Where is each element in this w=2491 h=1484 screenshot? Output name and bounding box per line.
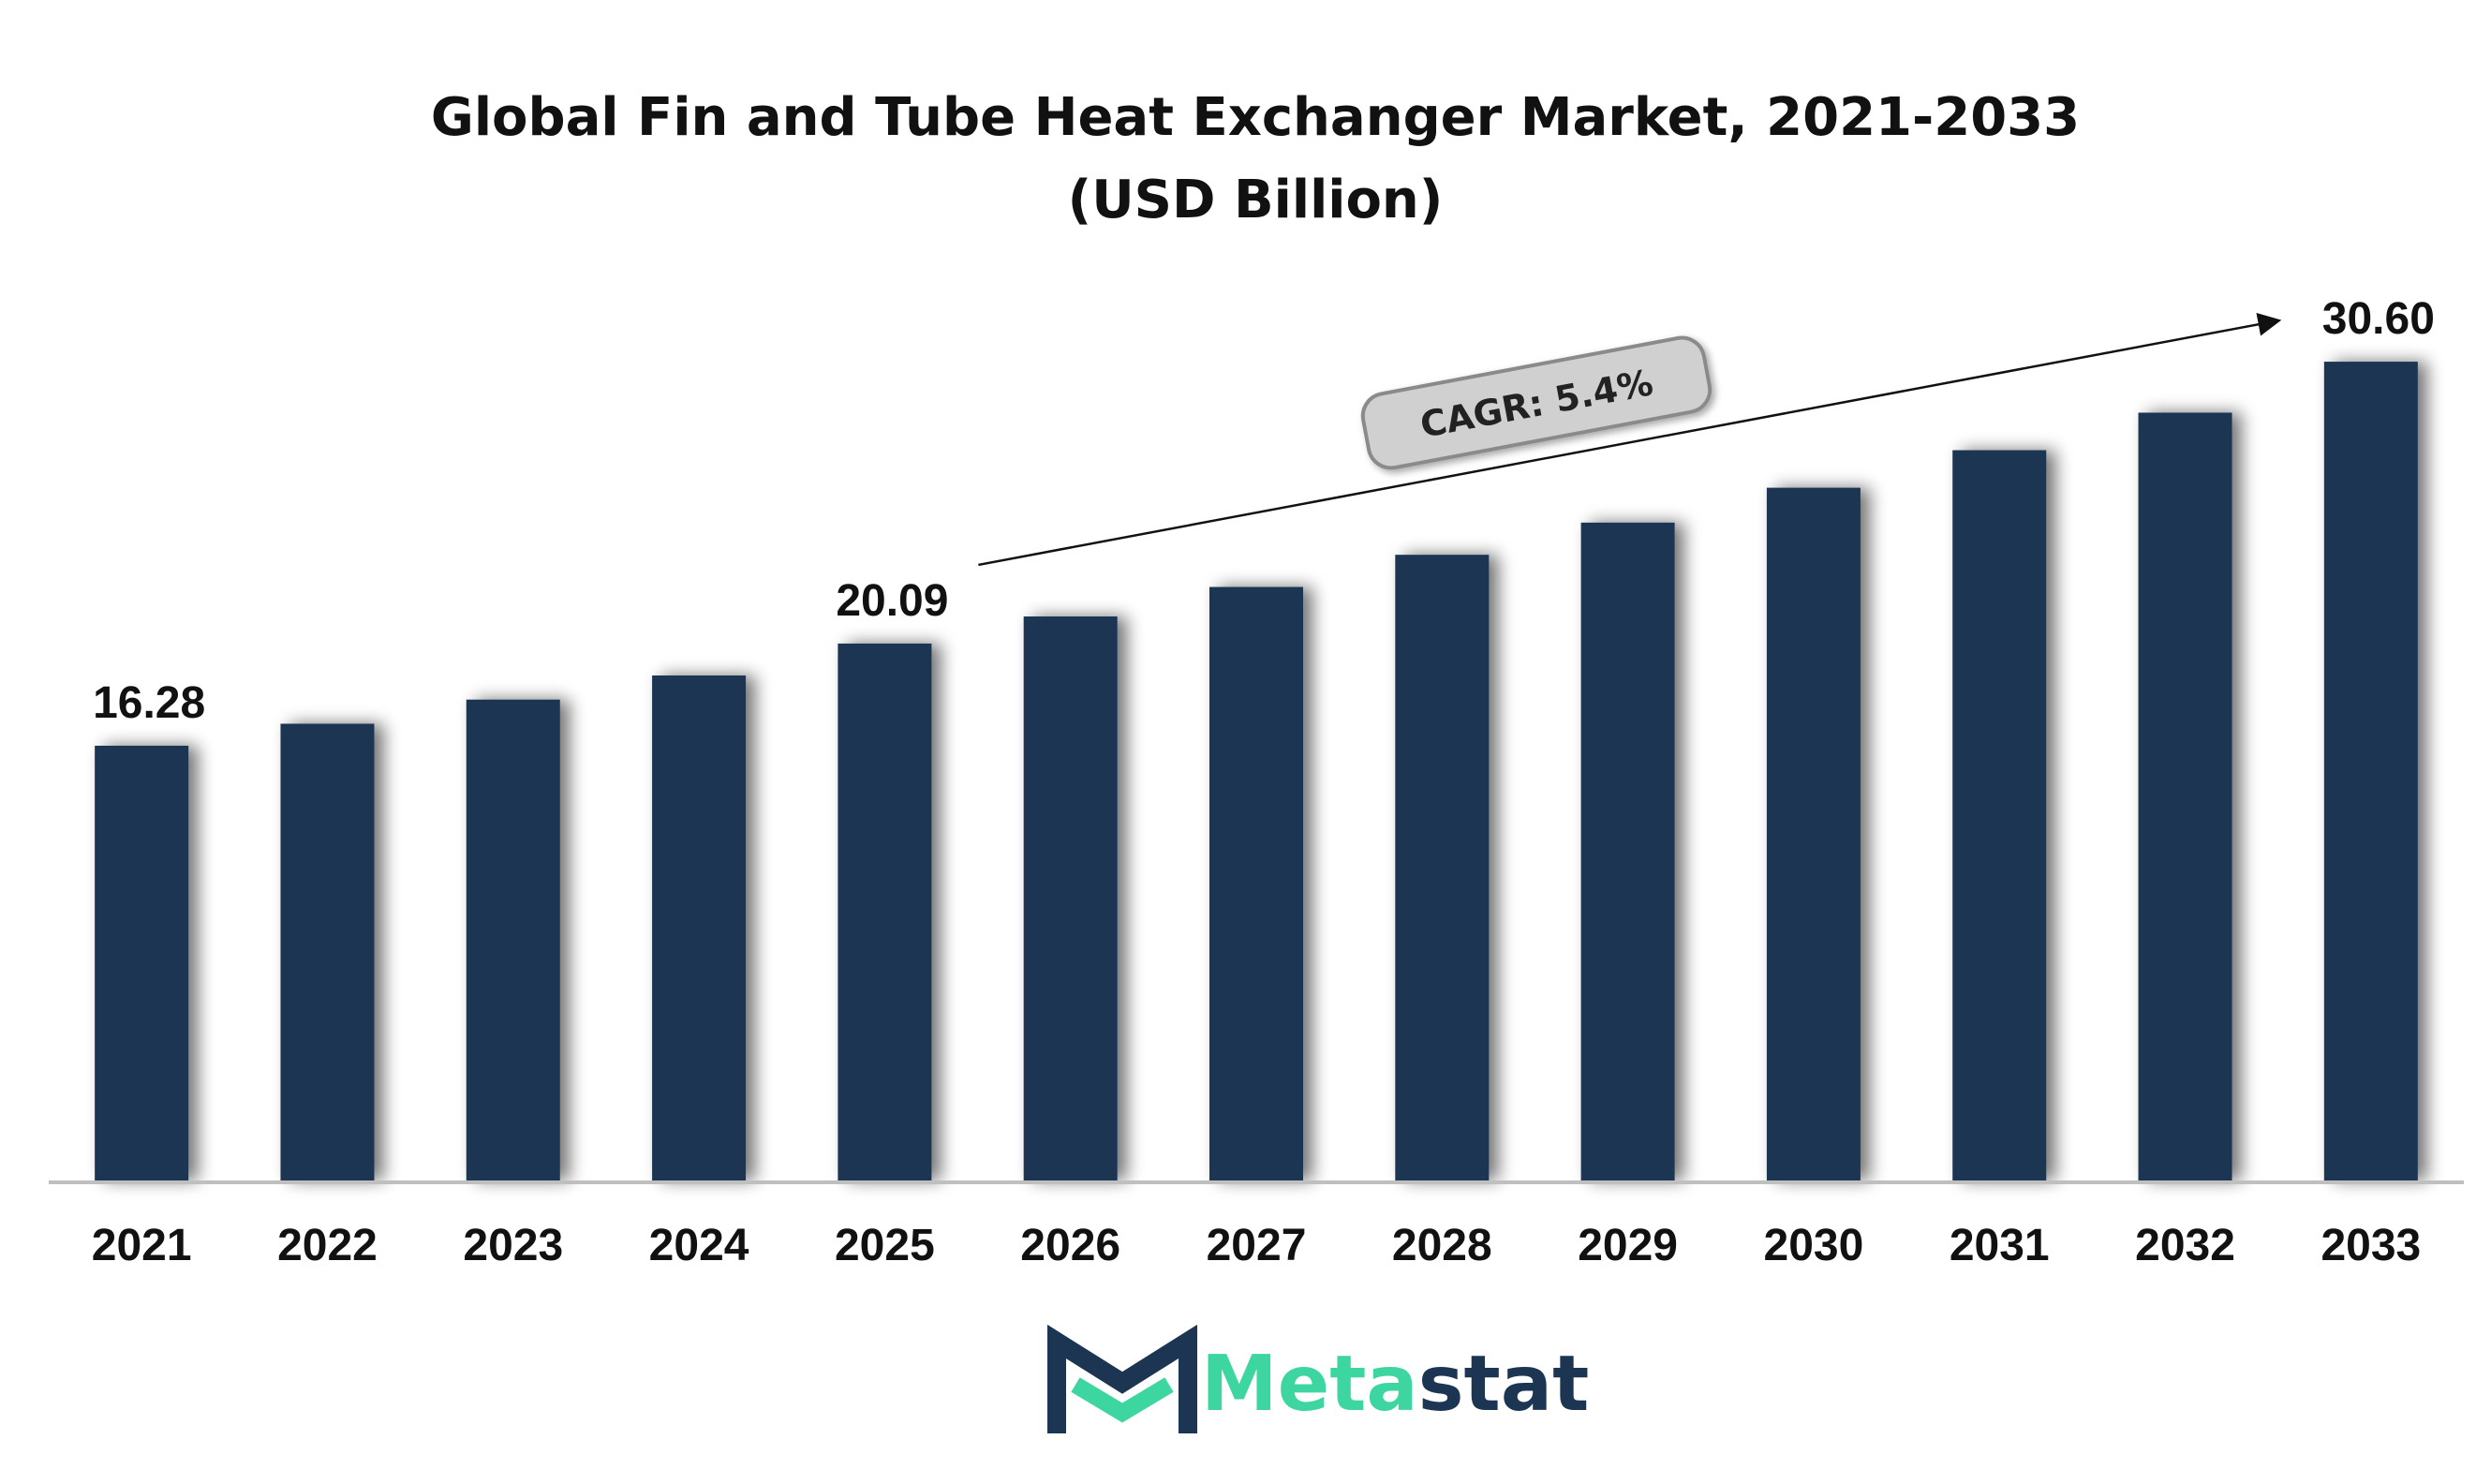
- bar-2031: [1952, 450, 2047, 1181]
- x-tick-label-2025: 2025: [835, 1221, 935, 1270]
- x-tick-label-2022: 2022: [277, 1221, 378, 1270]
- logo-text-accent: Meta: [1201, 1340, 1418, 1429]
- x-tick-label-2021: 2021: [92, 1221, 192, 1270]
- bar-2032: [2138, 412, 2232, 1180]
- bar-2023: [466, 699, 560, 1180]
- data-label-2021: 16.28: [93, 678, 205, 728]
- metastat-logo: Metastat: [1047, 1324, 1589, 1433]
- logo-text-main: stat: [1418, 1340, 1590, 1429]
- chart-title: Global Fin and Tube Heat Exchanger Marke…: [430, 87, 2081, 230]
- x-tick-label-2023: 2023: [463, 1221, 563, 1270]
- bar-2026: [1023, 616, 1118, 1180]
- bar-2024: [652, 675, 747, 1180]
- cagr-callout-box: [1360, 335, 1713, 470]
- x-tick-label-2027: 2027: [1207, 1221, 1307, 1270]
- cagr-annotation: CAGR: 5.4%: [978, 312, 2282, 567]
- data-labels: 16.28 20.09 30.60: [93, 294, 2435, 728]
- bar-2030: [1766, 487, 1861, 1180]
- data-label-2025: 20.09: [836, 576, 948, 626]
- bar-2021: [95, 745, 189, 1180]
- bar-2033: [2323, 362, 2418, 1180]
- x-tick-label-2029: 2029: [1578, 1221, 1678, 1270]
- data-label-2033: 30.60: [2322, 294, 2435, 344]
- metastat-m-icon: [1047, 1324, 1197, 1433]
- cagr-callout: CAGR: 5.4%: [1360, 335, 1713, 470]
- x-tick-labels: 2021 2022 2023 2024 2025 2026 2027 2028 2029 2030…: [92, 1221, 2421, 1270]
- bar-2025: [838, 643, 932, 1180]
- bar-2029: [1580, 522, 1675, 1180]
- x-tick-label-2032: 2032: [2135, 1221, 2235, 1270]
- bar-2022: [280, 723, 375, 1180]
- x-tick-label-2033: 2033: [2320, 1221, 2421, 1270]
- bars-layer: [95, 362, 2418, 1181]
- x-tick-label-2028: 2028: [1392, 1221, 1492, 1270]
- cagr-arrow: [978, 312, 2282, 567]
- x-tick-label-2026: 2026: [1020, 1221, 1120, 1270]
- metastat-wordmark: Metastat: [1201, 1340, 1589, 1429]
- x-tick-label-2024: 2024: [649, 1221, 749, 1270]
- x-tick-label-2031: 2031: [1950, 1221, 2050, 1270]
- x-tick-label-2030: 2030: [1764, 1221, 1864, 1270]
- bar-2028: [1395, 555, 1490, 1180]
- bar-2027: [1209, 586, 1303, 1180]
